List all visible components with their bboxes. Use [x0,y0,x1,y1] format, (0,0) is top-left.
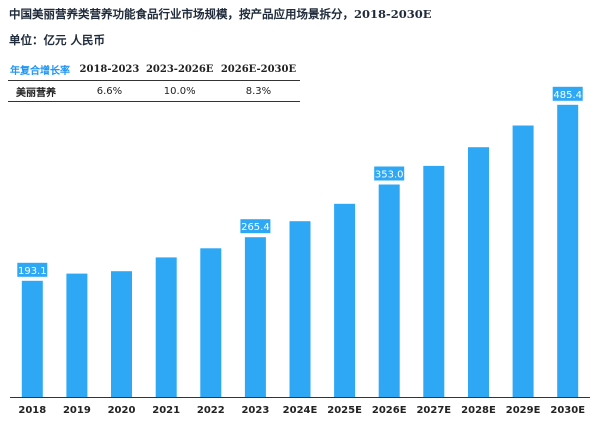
cagr-header-row: 年复合增长率 2018-2023 2023-2026E 2026E-2030E [8,58,300,81]
cagr-value-3: 8.3% [245,85,272,97]
bar-2025E [334,203,356,397]
cagr-header-label: 年复合增长率 [10,65,70,77]
chart-title: 中国美丽营养类营养功能食品行业市场规模，按产品应用场景拆分，2018-2030E [9,7,432,21]
data-label-box [374,166,405,181]
data-label: 353.0 [374,166,405,181]
x-tick-label: 2023 [241,405,269,416]
unit-label: 单位：亿元 人民币 [9,33,106,47]
cagr-row: 美丽营养 6.6% 10.0% 8.3% [8,81,300,102]
cagr-row-label: 美丽营养 [16,87,56,99]
bar-2024E [289,221,311,397]
bar-2026E [378,184,400,397]
data-label-box [240,219,271,234]
data-label-text: 193.1 [18,266,47,277]
x-tick-label: 2026E [372,405,407,416]
x-tick-label: 2019 [63,405,91,416]
data-label: 265.4 [240,219,271,234]
x-tick-label: 2027E [416,405,451,416]
x-tick-label: 2018 [18,405,46,416]
bar-2029E [512,125,534,397]
cagr-value-2: 10.0% [163,85,196,97]
bar-2020 [111,271,132,397]
x-tick-label: 2025E [327,405,362,416]
data-label-text: 265.4 [241,222,270,233]
x-tick-label: 2030E [550,405,585,416]
cagr-header-period-1: 2018-2023 [79,63,140,75]
bar-2027E [423,165,445,397]
bar-2018 [21,280,43,397]
bar-2028E [468,147,489,397]
bar-2022 [200,248,222,397]
x-tick-label: 2022 [197,405,225,416]
x-tick-label: 2029E [506,405,541,416]
cagr-value-1: 6.6% [96,85,123,97]
bar-2030E [557,104,579,398]
cagr-header-period-2: 2023-2026E [145,63,214,75]
data-label-box [17,262,48,277]
cagr-header-period-3: 2026E-2030E [220,63,297,75]
data-label: 193.1 [17,262,48,277]
data-label-box [552,86,583,101]
data-label-text: 353.0 [375,170,404,181]
data-label-text: 485.4 [553,90,582,101]
data-label: 485.4 [552,86,583,101]
x-tick-label: 2028E [461,405,496,416]
bar-2023 [244,237,266,397]
x-tick-label: 2020 [108,405,136,416]
bar-2019 [66,273,88,397]
cagr-table: 年复合增长率 2018-2023 2023-2026E 2026E-2030E … [8,58,300,102]
bar-2021 [155,257,177,397]
x-tick-label: 2024E [283,405,318,416]
x-tick-label: 2021 [152,405,180,416]
